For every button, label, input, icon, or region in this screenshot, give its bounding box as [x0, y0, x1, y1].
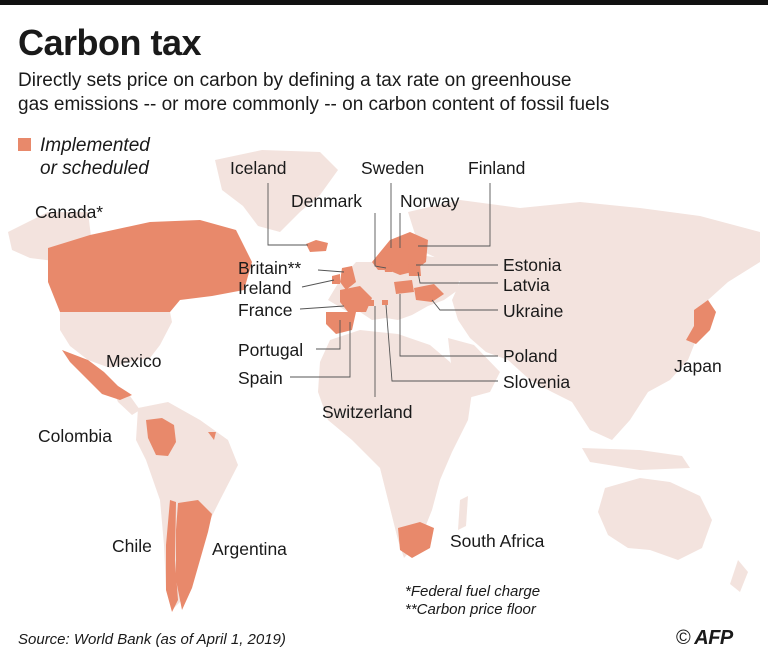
- leader-ukraine: [431, 299, 498, 311]
- leader-ireland: [301, 279, 335, 288]
- label-finland: Finland: [468, 158, 526, 178]
- legend-label-line-1: Implemented: [40, 135, 150, 156]
- leader-portugal: [316, 320, 341, 350]
- label-japan: Japan: [674, 356, 722, 376]
- asia: [408, 200, 760, 440]
- leader-lines: [267, 183, 498, 397]
- leader-latvia: [417, 271, 498, 284]
- indonesia: [582, 448, 690, 470]
- label-portugal: Portugal: [238, 340, 304, 360]
- subtitle-line-1: Directly sets price on carbon by definin…: [18, 70, 572, 91]
- label-estonia: Estonia: [503, 255, 562, 275]
- implemented-layer: [48, 220, 716, 612]
- country-spain-portugal: [326, 312, 356, 334]
- leader-denmark: [374, 213, 387, 269]
- usa: [60, 312, 172, 368]
- label-norway: Norway: [400, 191, 460, 211]
- label-iceland: Iceland: [230, 158, 287, 178]
- label-south-africa: South Africa: [450, 531, 545, 551]
- label-poland: Poland: [503, 346, 558, 366]
- korea: [664, 322, 676, 345]
- legend-label-line-2: or scheduled: [40, 158, 149, 179]
- label-denmark: Denmark: [291, 191, 362, 211]
- label-colombia: Colombia: [38, 426, 112, 446]
- leader-spain: [290, 322, 351, 378]
- source-note: Source: World Bank (as of April 1, 2019): [18, 631, 286, 648]
- leader-slovenia: [385, 304, 498, 382]
- footnote-2: **Carbon price floor: [405, 601, 536, 618]
- country-colombia-east: [208, 432, 216, 440]
- new-zealand: [730, 560, 748, 592]
- country-colombia: [146, 418, 176, 456]
- label-ukraine: Ukraine: [503, 301, 564, 321]
- label-spain: Spain: [238, 368, 283, 388]
- country-iceland: [306, 240, 328, 252]
- country-ukraine: [414, 284, 444, 302]
- country-norway-sweden-finland: [372, 232, 428, 275]
- label-latvia: Latvia: [503, 275, 550, 295]
- country-switzerland: [366, 300, 374, 306]
- australia: [598, 478, 712, 560]
- leader-britain: [317, 269, 345, 273]
- footnote-1: *Federal fuel charge: [405, 583, 541, 600]
- legend-swatch: [18, 138, 31, 151]
- greenland: [215, 150, 338, 232]
- label-france: France: [238, 300, 293, 320]
- africa: [318, 330, 472, 558]
- label-mexico: Mexico: [106, 351, 162, 371]
- country-argentina: [176, 500, 212, 610]
- country-france: [340, 286, 372, 312]
- label-chile: Chile: [112, 536, 152, 556]
- madagascar: [458, 496, 468, 530]
- top-bar: [0, 0, 768, 5]
- label-britain: Britain**: [238, 258, 302, 278]
- footnotes: *Federal fuel charge **Carbon price floo…: [405, 583, 540, 619]
- country-canada: [48, 220, 252, 312]
- label-argentina: Argentina: [212, 539, 287, 559]
- country-estonia-latvia: [408, 264, 421, 276]
- country-mexico: [62, 350, 132, 400]
- afp-logo: AFP: [694, 627, 733, 649]
- country-ireland: [332, 274, 340, 284]
- label-switzerland: Switzerland: [322, 402, 413, 422]
- leader-france: [299, 305, 345, 310]
- label-slovenia: Slovenia: [503, 372, 571, 392]
- copyright-symbol: ©: [676, 627, 691, 649]
- leader-iceland: [267, 183, 308, 246]
- map-title: Carbon tax: [18, 22, 202, 63]
- country-slovenia: [382, 300, 388, 305]
- country-poland: [394, 280, 414, 294]
- leader-finland: [418, 183, 491, 247]
- leader-poland: [399, 294, 498, 357]
- map-subtitle: Directly sets price on carbon by definin…: [18, 69, 758, 117]
- subtitle-line-2: gas emissions -- or more commonly -- on …: [18, 94, 610, 115]
- label-ireland: Ireland: [238, 278, 292, 298]
- country-japan: [686, 300, 716, 344]
- label-canada: Canada*: [35, 202, 104, 222]
- country-south-africa: [398, 522, 434, 558]
- country-chile: [166, 500, 178, 612]
- country-denmark: [384, 264, 392, 272]
- label-sweden: Sweden: [361, 158, 425, 178]
- agency-credit: © AFP: [676, 627, 733, 650]
